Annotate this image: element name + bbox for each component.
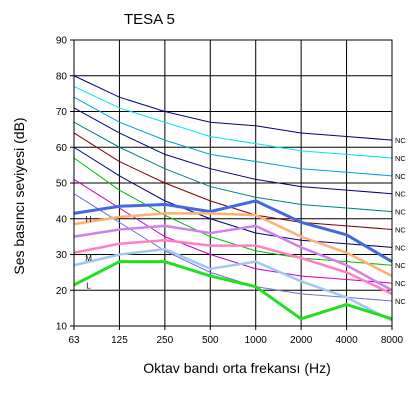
series-line [73, 260, 393, 321]
nc-curve-label: NC [395, 297, 406, 306]
nc-curve-label: NC [395, 261, 406, 270]
series-line [73, 212, 393, 278]
y-tick-label: 30 [56, 250, 68, 261]
series-labels: H M L [85, 215, 92, 290]
y-tick-label: 90 [56, 36, 68, 47]
grid [73, 39, 393, 327]
series-line [73, 224, 393, 292]
nc-labels: NC NC NC NC NC NC NC NC NC NC [395, 136, 406, 306]
x-tick-label: 4000 [335, 335, 358, 346]
nc-curve-line [73, 132, 393, 230]
x-tick-label: 63 [68, 335, 80, 346]
series-line [73, 199, 393, 263]
nc-curve-label: NC [395, 172, 406, 181]
x-tick-label: 8000 [381, 335, 404, 346]
y-tick-label: 80 [56, 71, 68, 82]
x-tick-label: 125 [111, 335, 128, 346]
nc-curve-label: NC [395, 208, 406, 217]
nc-curve-label: NC [395, 190, 406, 199]
nc-curve-line [73, 86, 393, 159]
nc-curves [73, 75, 393, 302]
x-tick-label: 2000 [290, 335, 313, 346]
y-tick-label: 10 [56, 322, 68, 333]
nc-curve-line [73, 75, 393, 141]
nc-curve-label: NC [395, 225, 406, 234]
y-axis-ticks: 10 20 30 40 50 60 70 80 90 [56, 36, 74, 333]
y-tick-label: 70 [56, 107, 68, 118]
x-tick-label: 500 [202, 335, 219, 346]
series-label: M [85, 254, 92, 263]
nc-curve-line [73, 96, 393, 177]
nc-curve-label: NC [395, 243, 406, 252]
series-line [73, 247, 393, 322]
x-tick-label: 1000 [245, 335, 268, 346]
series-label: H [86, 215, 92, 224]
nc-curve-label: NC [395, 154, 406, 163]
nc-curve-line [73, 107, 393, 195]
y-axis-label: Ses basıncı seviyesi (dB) [11, 117, 27, 274]
nc-curve-label: NC [395, 279, 406, 288]
nc-curve-line [73, 146, 393, 248]
nc-curve-line [73, 121, 393, 213]
measured-series [73, 199, 393, 322]
nc-curve-line [73, 193, 393, 302]
nc-curve-label: NC [395, 136, 406, 145]
x-tick-label: 250 [157, 335, 174, 346]
y-tick-label: 50 [56, 179, 68, 190]
y-tick-label: 60 [56, 143, 68, 154]
y-tick-label: 40 [56, 214, 68, 225]
series-label: L [86, 281, 91, 290]
x-axis-label: Oktav bandı orta frekansı (Hz) [143, 360, 331, 376]
chart-title: TESA 5 [124, 11, 175, 28]
nc-curve-line [73, 179, 393, 284]
y-tick-label: 20 [56, 286, 68, 297]
x-axis-ticks: 63 125 250 500 1000 2000 4000 8000 [68, 326, 404, 346]
series-line [73, 238, 393, 295]
